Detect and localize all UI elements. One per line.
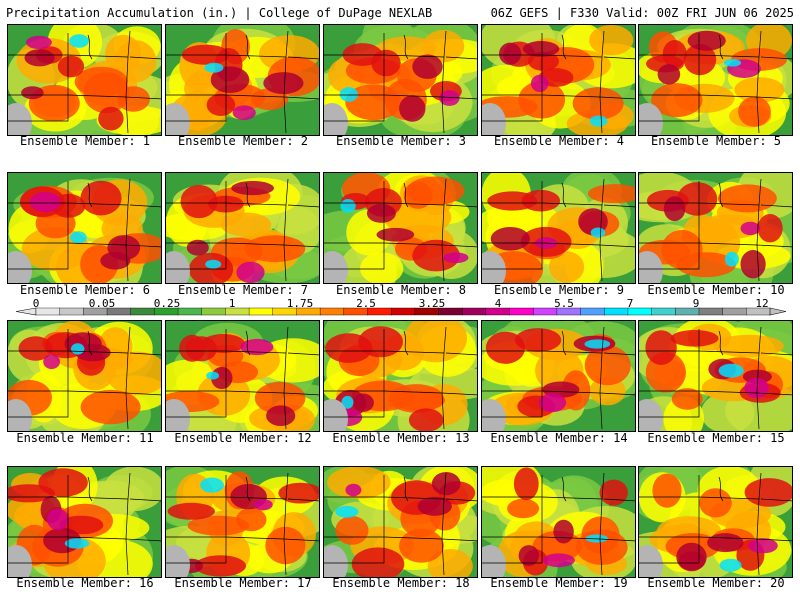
ensemble-member-map [481, 172, 636, 284]
precip-map [324, 321, 477, 431]
ensemble-member-label: Ensemble Member: 6 [19, 283, 151, 297]
precip-map [482, 467, 635, 577]
precip-map [8, 467, 161, 577]
ensemble-member-map [7, 172, 162, 284]
ensemble-member-label: Ensemble Member: 10 [647, 283, 785, 297]
ensemble-member-map [165, 172, 320, 284]
colorbar-tick-label: 5.5 [554, 297, 574, 310]
colorbar-tick-label: 2.5 [356, 297, 376, 310]
ensemble-member-label: Ensemble Member: 7 [177, 283, 309, 297]
colorbar-swatch [722, 307, 747, 316]
ensemble-member-map [7, 24, 162, 136]
map-title: Precipitation Accumulation (in.) | Colle… [6, 6, 433, 20]
colorbar-swatch [177, 307, 203, 316]
precip-map [482, 321, 635, 431]
ensemble-member-label: Ensemble Member: 4 [493, 134, 625, 148]
colorbar-tick-label: 7 [626, 297, 634, 310]
colorbar-swatch [651, 307, 676, 316]
colorbar-swatch [201, 307, 226, 316]
ensemble-member-map [481, 466, 636, 578]
ensemble-member-map [638, 172, 793, 284]
ensemble-member-map [638, 466, 793, 578]
ensemble-member-map [7, 320, 162, 432]
precip-map [324, 467, 477, 577]
ensemble-member-map [165, 320, 320, 432]
colorbar-tick-label: 4 [494, 297, 502, 310]
ensemble-member-label: Ensemble Member: 18 [332, 576, 470, 590]
precip-map [324, 173, 477, 283]
ensemble-member-label: Ensemble Member: 17 [174, 576, 312, 590]
ensemble-member-map [481, 24, 636, 136]
colorbar-tick-label: 1.75 [286, 297, 314, 310]
ensemble-member-map [323, 172, 478, 284]
precip-map [324, 25, 477, 135]
ensemble-member-label: Ensemble Member: 20 [647, 576, 785, 590]
ensemble-member-label: Ensemble Member: 11 [16, 431, 154, 445]
colorbar-swatch [59, 307, 84, 316]
ensemble-member-label: Ensemble Member: 1 [19, 134, 151, 148]
ensemble-member-label: Ensemble Member: 3 [335, 134, 467, 148]
precip-map [482, 25, 635, 135]
colorbar-right-arrow [769, 307, 787, 316]
ensemble-member-label: Ensemble Member: 12 [174, 431, 312, 445]
colorbar-swatch [35, 307, 61, 316]
colorbar-swatch [319, 307, 345, 316]
ensemble-member-label: Ensemble Member: 2 [177, 134, 309, 148]
ensemble-member-label: Ensemble Member: 16 [16, 576, 154, 590]
colorbar-swatch [509, 307, 534, 316]
precip-map [166, 467, 319, 577]
colorbar-tick-label: 0.05 [88, 297, 116, 310]
precip-map [166, 173, 319, 283]
precip-map [639, 173, 792, 283]
colorbar-tick-label: 1 [228, 297, 236, 310]
ensemble-member-label: Ensemble Member: 14 [490, 431, 628, 445]
ensemble-member-label: Ensemble Member: 8 [335, 283, 467, 297]
ensemble-member-map [165, 24, 320, 136]
ensemble-member-label: Ensemble Member: 15 [647, 431, 785, 445]
precip-map [8, 321, 161, 431]
colorbar-swatch [698, 307, 724, 316]
ensemble-member-label: Ensemble Member: 9 [493, 283, 625, 297]
precip-map [166, 321, 319, 431]
precip-map [166, 25, 319, 135]
ensemble-member-label: Ensemble Member: 5 [650, 134, 782, 148]
colorbar-tick-label: 0 [32, 297, 40, 310]
colorbar-tick-label: 3.25 [418, 297, 446, 310]
precip-colorbar [15, 307, 787, 316]
precip-map [8, 173, 161, 283]
ensemble-member-label: Ensemble Member: 13 [332, 431, 470, 445]
ensemble-member-map [323, 320, 478, 432]
colorbar-tick-label: 0.25 [153, 297, 181, 310]
colorbar-swatch [580, 307, 605, 316]
ensemble-member-map [638, 24, 793, 136]
colorbar-tick-label: 9 [692, 297, 700, 310]
precip-map [8, 25, 161, 135]
colorbar-swatch [604, 307, 629, 316]
colorbar-swatch [390, 307, 416, 316]
ensemble-member-map [7, 466, 162, 578]
precip-map [639, 321, 792, 431]
ensemble-member-map [481, 320, 636, 432]
colorbar-tick-label: 12 [755, 297, 769, 310]
ensemble-member-map [323, 24, 478, 136]
precip-map [482, 173, 635, 283]
ensemble-member-map [638, 320, 793, 432]
ensemble-member-map [323, 466, 478, 578]
precip-map [639, 467, 792, 577]
precip-map [639, 25, 792, 135]
model-run-info: 06Z GEFS | F330 Valid: 00Z FRI JUN 06 20… [490, 6, 794, 20]
colorbar-swatch [461, 307, 487, 316]
ensemble-member-map [165, 466, 320, 578]
colorbar-swatch [130, 307, 155, 316]
colorbar-swatch [248, 307, 274, 316]
ensemble-member-label: Ensemble Member: 19 [490, 576, 628, 590]
